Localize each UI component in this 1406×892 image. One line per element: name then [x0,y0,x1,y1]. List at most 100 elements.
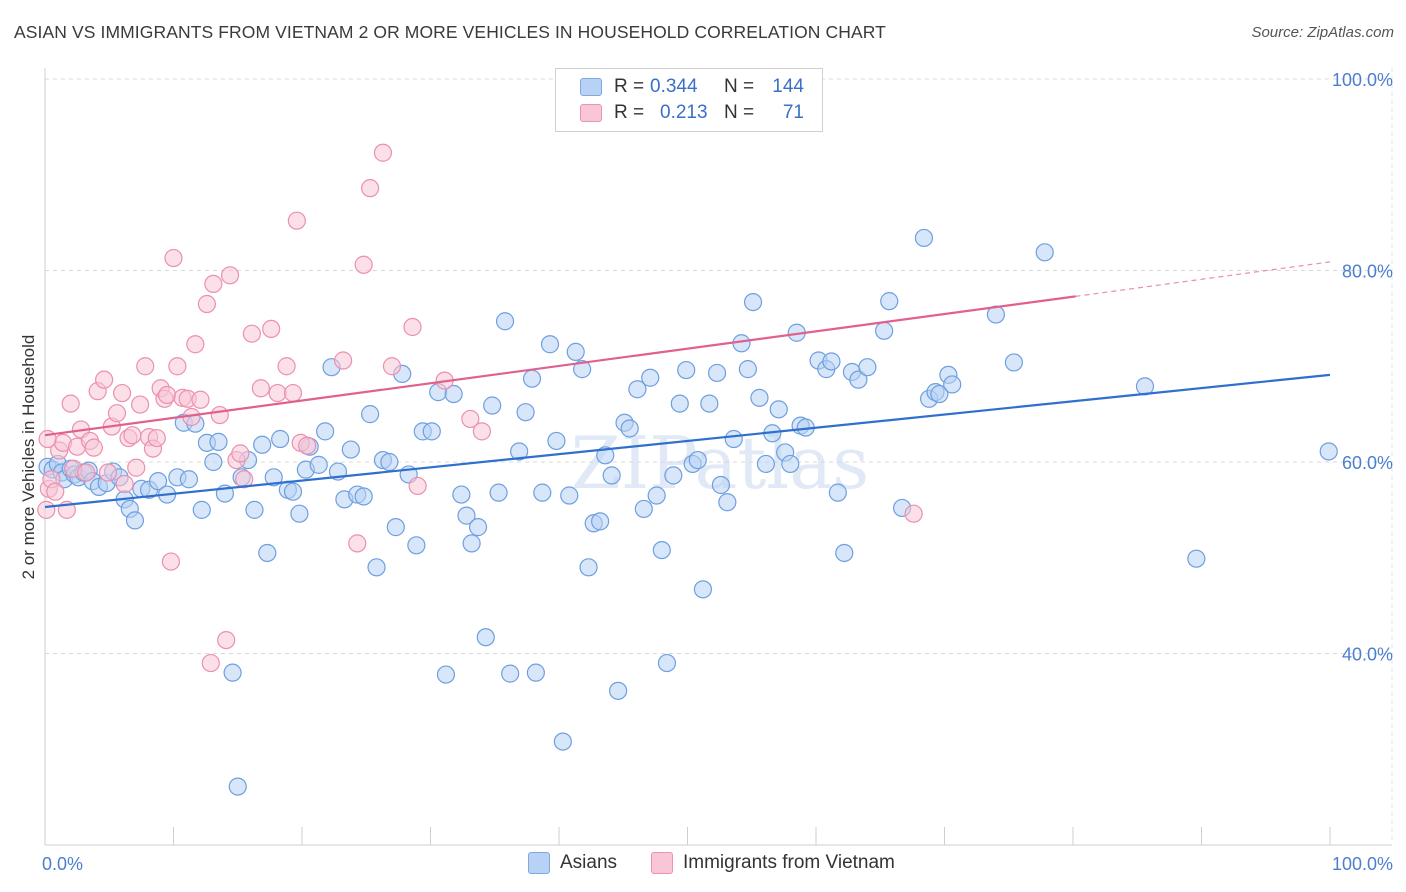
asians-legend-swatch [528,852,550,874]
asians-point [756,454,775,474]
vietnam-point [61,394,80,413]
legend-item-asians[interactable]: Asians [528,852,617,874]
asians-point [253,435,272,454]
vietnam-swatch [580,104,602,122]
asians-point [547,431,566,451]
asians-point [743,292,763,312]
asians-legend-label: Asians [560,852,618,873]
asians-point [711,475,731,495]
legend-item-vietnam[interactable]: Immigrants from Vietnam [651,852,895,874]
asians-point [452,485,471,504]
asians-point [880,292,899,311]
vietnam-point [98,463,118,482]
n-label: N = [724,76,755,97]
vietnam-point [251,379,270,398]
asians-point [591,512,610,531]
asians-point [489,483,508,502]
asians-point [664,466,683,485]
asians-point [670,394,689,413]
vietnam-trend-line [44,295,1076,437]
asians-point [700,394,719,413]
asians-point [707,363,727,383]
vietnam-point [186,335,205,354]
asians-point [781,454,800,474]
vietnam-point [461,409,480,429]
asians-point [522,369,542,388]
asians-point [688,450,707,470]
asians-point [309,455,328,474]
vietnam-point [382,357,402,376]
asians-point [264,468,283,487]
vietnam-point [373,143,393,162]
vietnam-point [201,653,220,673]
vietnam-point [127,458,146,477]
asians-point [228,777,247,796]
axes [44,68,1393,846]
asians-point [361,405,380,424]
gridlines [45,78,1392,654]
vietnam-point [46,482,65,501]
asians-point [1035,243,1054,262]
asians-point [828,483,847,502]
vietnam-point [210,405,229,425]
asians-point [316,422,335,441]
r-label: R = [614,76,645,97]
vietnam-point [115,474,134,494]
asians-point [553,732,572,751]
asians-point [914,228,934,248]
asians-point [422,422,441,441]
vietnam-point [472,422,491,441]
vietnam-point [197,294,217,314]
vietnam-point [95,370,114,389]
vietnam-point [235,470,254,489]
vietnam-point [147,428,166,448]
asians-point [125,511,145,530]
asians-point [436,665,456,684]
vietnam-point [77,463,96,482]
vietnam-point [161,552,181,571]
vietnam-trend-extension [1075,261,1331,297]
axis-labels: 40.0% 60.0% 80.0% 100.0% 0.0% 100.0% 2 or more… [19,70,1393,874]
asians-point [628,380,647,399]
asians-point [290,504,309,523]
asians-point [602,466,621,485]
asians-point [179,470,199,489]
vietnam-point [262,319,281,339]
asians-point [380,452,399,472]
asians-n-value: 144 [772,76,804,97]
y-tick-label: 80.0% [1342,262,1393,282]
vietnam-point [37,500,56,519]
vietnam-point [408,476,427,496]
asians-point [822,352,841,371]
r-label: R = [614,102,645,123]
vietnam-r-value: 0.213 [660,102,708,123]
asians-point [738,360,757,379]
vietnam-point [361,179,380,198]
asians-trend-line [44,373,1331,509]
asians-point [573,360,592,379]
asians-point [750,388,769,407]
vietnam-point [123,426,142,445]
asians-point [495,312,515,331]
y-tick-label: 100.0% [1332,70,1393,90]
trend-lines [44,261,1331,509]
asians-point [540,335,560,354]
vietnam-point [130,395,150,414]
asians-point [930,384,949,404]
asians-point [501,664,520,683]
asians-point [468,518,488,537]
asians-point [258,543,277,563]
asians-point [652,540,671,560]
asians-point [724,429,743,449]
source-label: Source: ZipAtlas.com [1251,24,1394,41]
vietnam-point [112,383,132,403]
asians-point [483,396,502,415]
asians-point [849,370,868,389]
vietnam-point [220,266,240,285]
asians-swatch [580,78,602,96]
x-tick-label: 0.0% [42,854,83,874]
vietnam-point [164,248,183,268]
asians-point [223,663,242,682]
asians-point [204,452,223,472]
vietnam-point [904,504,923,523]
